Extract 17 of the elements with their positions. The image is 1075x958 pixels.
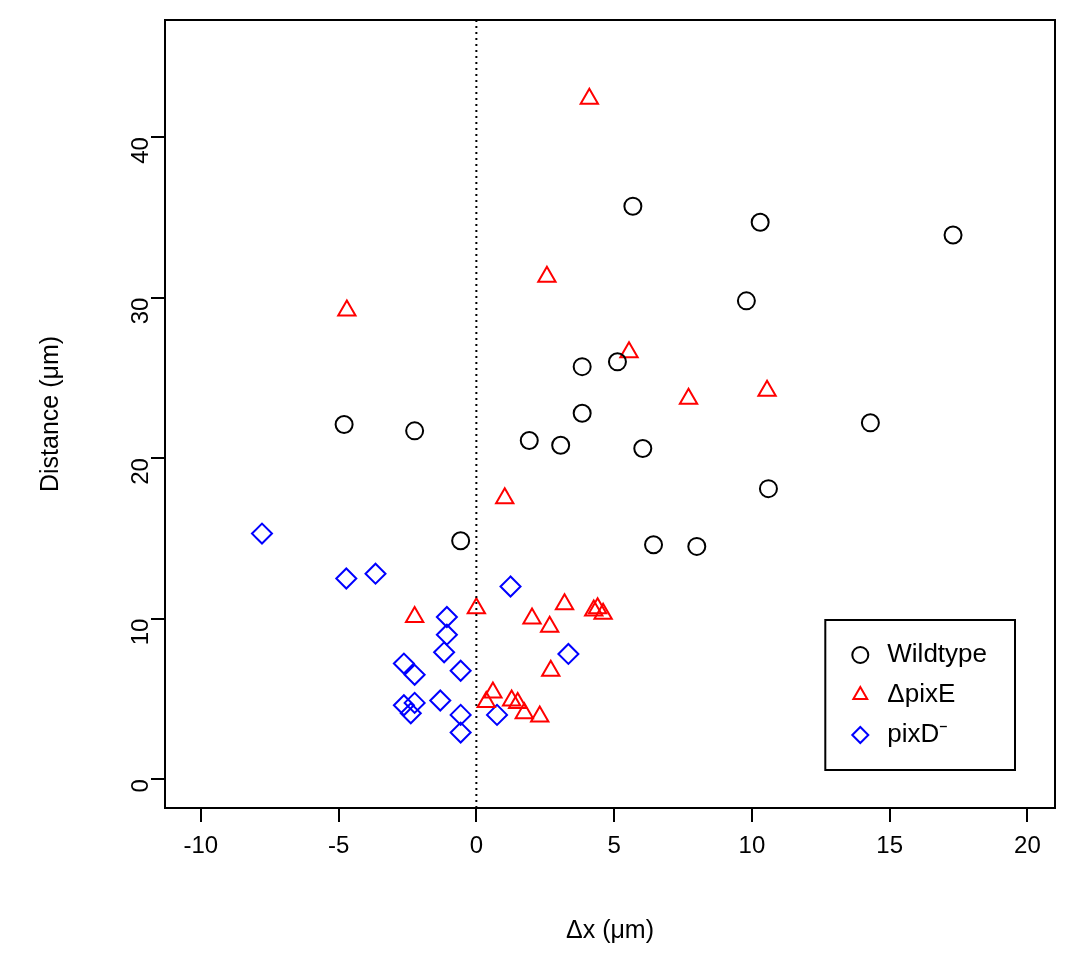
x-tick-label: 5 (607, 831, 621, 859)
legend-label: ΔpixE (887, 678, 956, 709)
y-tick-label: 20 (125, 458, 153, 485)
y-axis-title: Distance (μm) (34, 335, 63, 493)
legend-label: pixD⁻ (887, 718, 949, 749)
x-tick-label: 10 (738, 831, 766, 859)
x-tick-label: 0 (469, 831, 484, 859)
x-tick-label: 20 (1014, 831, 1041, 859)
y-tick-label: 40 (125, 137, 153, 164)
legend-label: Wildtype (887, 638, 988, 669)
y-tick-label: 30 (125, 297, 153, 325)
x-tick-label: 15 (876, 831, 904, 859)
y-tick-label: 10 (125, 618, 153, 646)
y-tick-label: 0 (125, 779, 153, 793)
x-tick-label: -10 (183, 831, 219, 859)
x-axis-title: Δx (μm) (565, 914, 655, 943)
x-tick-label: -5 (327, 831, 350, 859)
